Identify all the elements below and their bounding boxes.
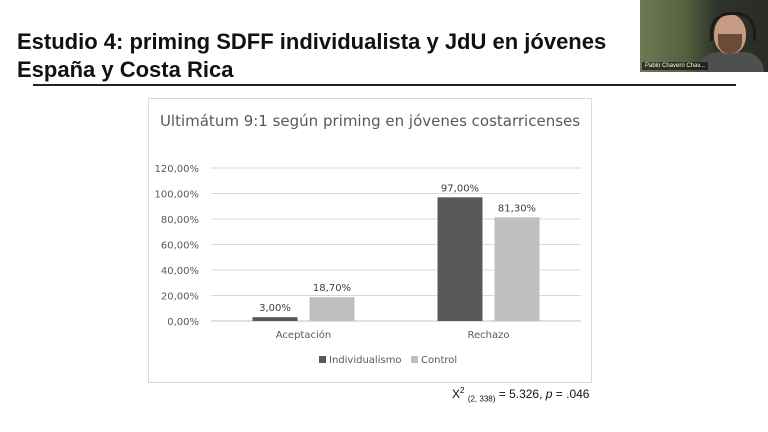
video-person-body [698,52,764,72]
bar-individualismo-0 [252,317,298,321]
chi-square-result: X2 (2, 338) = 5.326, p = .046 [452,386,589,403]
y-tick-label: 0,00% [167,317,199,328]
legend-swatch [411,356,418,363]
title-divider [33,84,736,86]
bar-control-0 [309,297,355,321]
participant-name: Pablo Chaverri Chav... [642,62,708,70]
bar-chart: Ultimátum 9:1 según priming en jóvenes c… [148,98,592,383]
legend-label: Individualismo [329,355,402,366]
headset-icon [710,12,756,41]
y-tick-label: 120,00% [155,164,200,175]
data-label: 81,30% [498,203,536,214]
p-value: = .046 [552,387,590,401]
bar-individualismo-1 [437,197,483,321]
y-tick-label: 80,00% [161,215,199,226]
chi-df: (2, 338) [467,394,496,404]
legend-label: Control [421,355,457,366]
chi-symbol: X [452,387,461,401]
y-tick-label: 20,00% [161,292,199,303]
y-tick-label: 40,00% [161,266,199,277]
legend-swatch [319,356,326,363]
data-label: 3,00% [259,303,291,314]
x-category-label: Rechazo [468,330,510,341]
chi-value: = 5.326, [495,387,546,401]
x-category-label: Aceptación [276,329,331,341]
chart-title: Ultimátum 9:1 según priming en jóvenes c… [159,112,581,130]
chart-plot: 0,00% 20,00% 40,00% 60,00% 80,00% 100,00% 120,… [155,164,581,366]
participant-video-tile[interactable]: Pablo Chaverri Chav... [640,0,768,72]
p-symbol: p [545,387,553,401]
chi-superscript: 2 [460,386,465,395]
data-label: 18,70% [313,283,351,294]
y-tick-label: 100,00% [155,190,200,201]
y-tick-label: 60,00% [161,241,199,252]
data-label: 97,00% [441,183,479,194]
bar-control-1 [494,217,540,321]
slide-title: Estudio 4: priming SDFF individualista y… [17,29,607,82]
